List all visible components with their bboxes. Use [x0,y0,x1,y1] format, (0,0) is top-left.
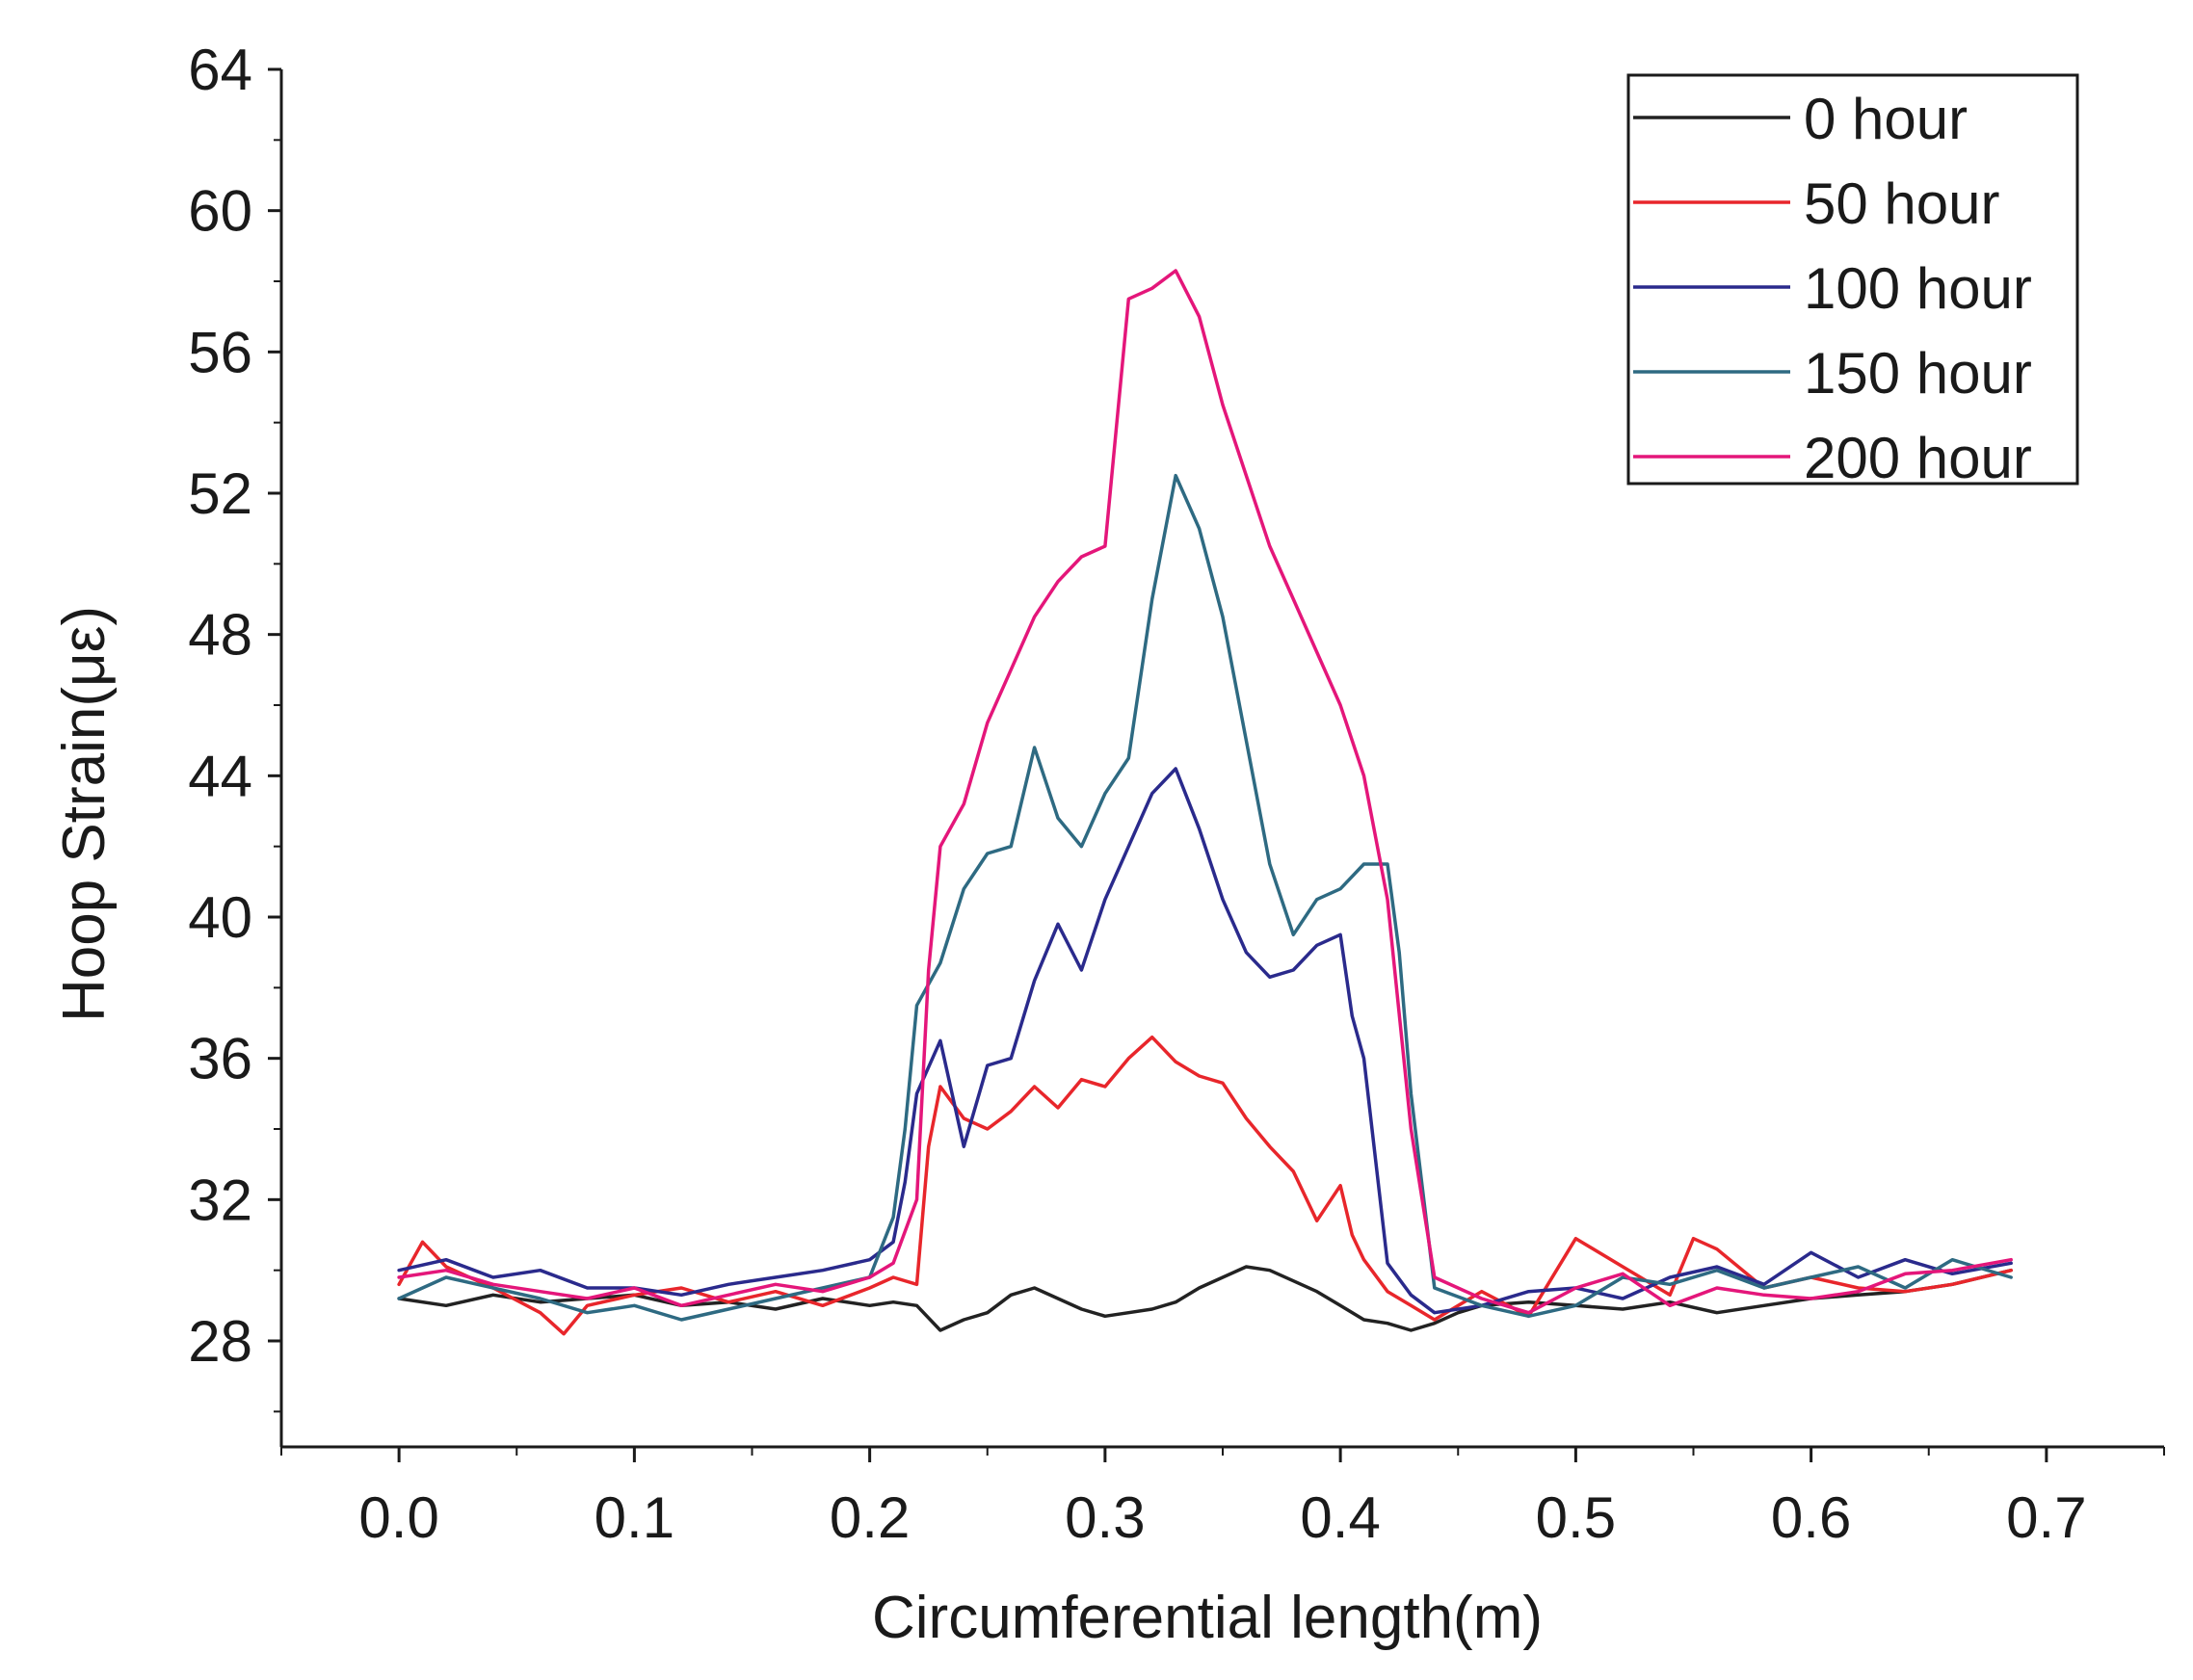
legend-box [1626,73,2079,486]
y-tick-label: 36 [188,1027,252,1091]
legend-label: 0 hour [1804,87,1968,151]
x-tick-label: 0.3 [1065,1485,1145,1550]
x-tick-label: 0.6 [1771,1485,1851,1550]
legend-label: 50 hour [1804,171,2000,236]
x-tick-label: 0.7 [2006,1485,2086,1550]
y-tick-label: 28 [188,1309,252,1374]
x-tick-label: 0.2 [830,1485,910,1550]
series-line-200-hour [397,269,2013,1315]
x-tick-label: 0.1 [594,1485,674,1550]
y-tick-label: 32 [188,1168,252,1232]
legend-label: 100 hour [1804,256,2032,321]
legend: 0 hour 50 hour 100 hour 150 hour 200 hour [1626,73,2079,490]
ticks: 28 32 36 40 44 48 52 56 60 64 0.0 0.1 0.2 0.3 0.4 0.5 0.… [188,38,2165,1550]
x-tick-label: 0.0 [358,1485,438,1550]
y-tick-label: 56 [188,320,252,384]
x-tick-label: 0.4 [1300,1485,1380,1550]
legend-label: 150 hour [1804,341,2032,406]
plot-lines [397,269,2013,1336]
series-line-100-hour [397,767,2013,1315]
x-tick-label: 0.5 [1536,1485,1616,1550]
legend-label: 200 hour [1804,426,2032,490]
x-axis-title: Circumferential length(m) [872,1585,1543,1651]
y-tick-label: 60 [188,179,252,244]
y-tick-label: 48 [188,603,252,668]
series-line-0-hour [397,1265,2013,1332]
y-tick-label: 44 [188,744,252,808]
y-tick-label: 52 [188,461,252,526]
y-axis-title: Hoop Strain(με) [51,606,118,1022]
y-tick-label: 40 [188,885,252,950]
series-line-150-hour [397,473,2013,1322]
y-tick-label: 64 [188,38,252,102]
